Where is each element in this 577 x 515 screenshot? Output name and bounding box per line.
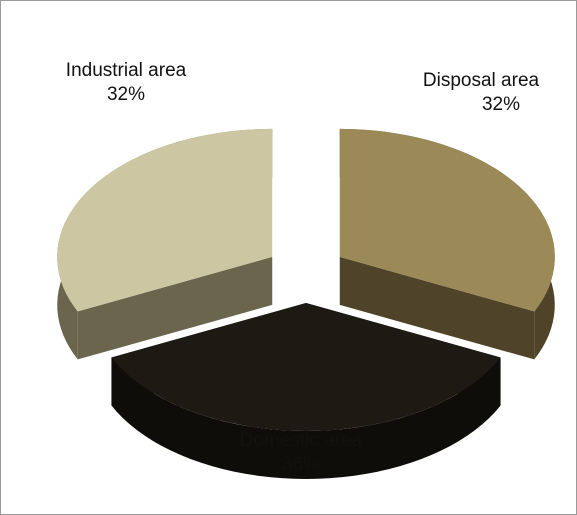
slice-wall-disposal-area-1 bbox=[339, 256, 535, 360]
label-domestic-area-name: Domestic area bbox=[239, 430, 363, 451]
label-disposal-area: Disposal area 32% bbox=[396, 69, 566, 117]
label-domestic-area-value: 36% bbox=[281, 454, 321, 475]
slice-side-domestic-area bbox=[111, 357, 501, 479]
label-industrial-area: Industrial area 32% bbox=[31, 59, 221, 107]
label-domestic-area: Domestic area 36% bbox=[201, 429, 401, 477]
slice-industrial-area bbox=[57, 128, 273, 312]
slice-wall-industrial-area-0 bbox=[77, 256, 273, 360]
slice-disposal-area bbox=[339, 128, 555, 312]
label-industrial-area-value: 32% bbox=[106, 84, 146, 105]
label-disposal-area-name: Disposal area bbox=[422, 70, 540, 91]
label-disposal-area-value: 32% bbox=[481, 94, 521, 115]
label-industrial-area-name: Industrial area bbox=[65, 60, 187, 81]
slice-domestic-area bbox=[111, 303, 501, 431]
